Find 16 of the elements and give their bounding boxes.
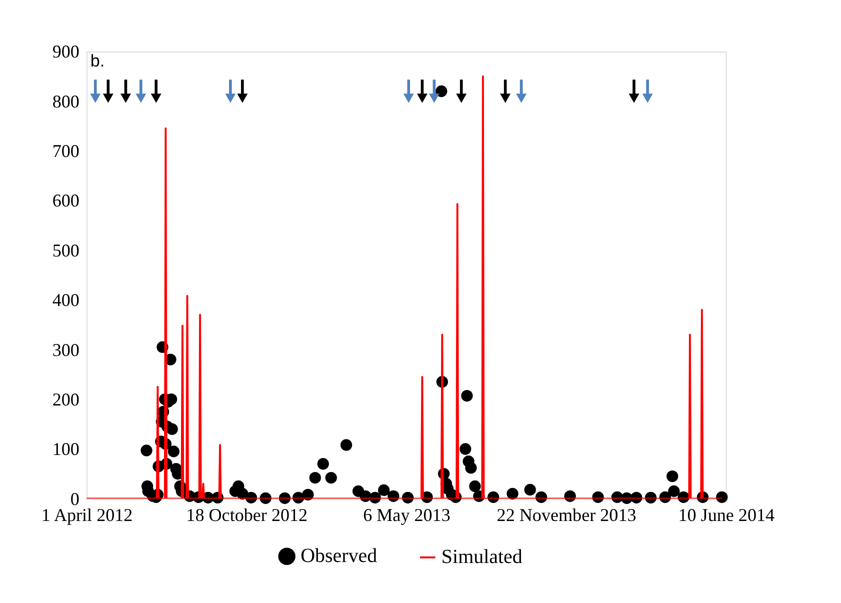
y-tick-label: 900 (52, 42, 80, 62)
x-tick-label: 10 June 2014 (678, 504, 775, 525)
x-tick-label: 22 November 2013 (496, 504, 636, 525)
y-tick-label: 300 (52, 340, 80, 360)
y-tick-label: 200 (52, 389, 80, 410)
annotation: b. (90, 52, 105, 71)
y-tick-label: 400 (52, 290, 80, 310)
legend-label: Simulated (441, 546, 522, 568)
y-tick-label: 600 (52, 190, 80, 211)
x-tick-label: 18 October 2012 (186, 504, 308, 525)
y-tick-label: 700 (52, 141, 80, 162)
x-tick-label: 6 May 2013 (363, 504, 450, 525)
y-tick-label: 100 (52, 439, 80, 460)
legend-label: Observed (300, 545, 378, 568)
y-tick-label: 800 (52, 91, 80, 112)
y-tick-label: 500 (52, 240, 80, 260)
